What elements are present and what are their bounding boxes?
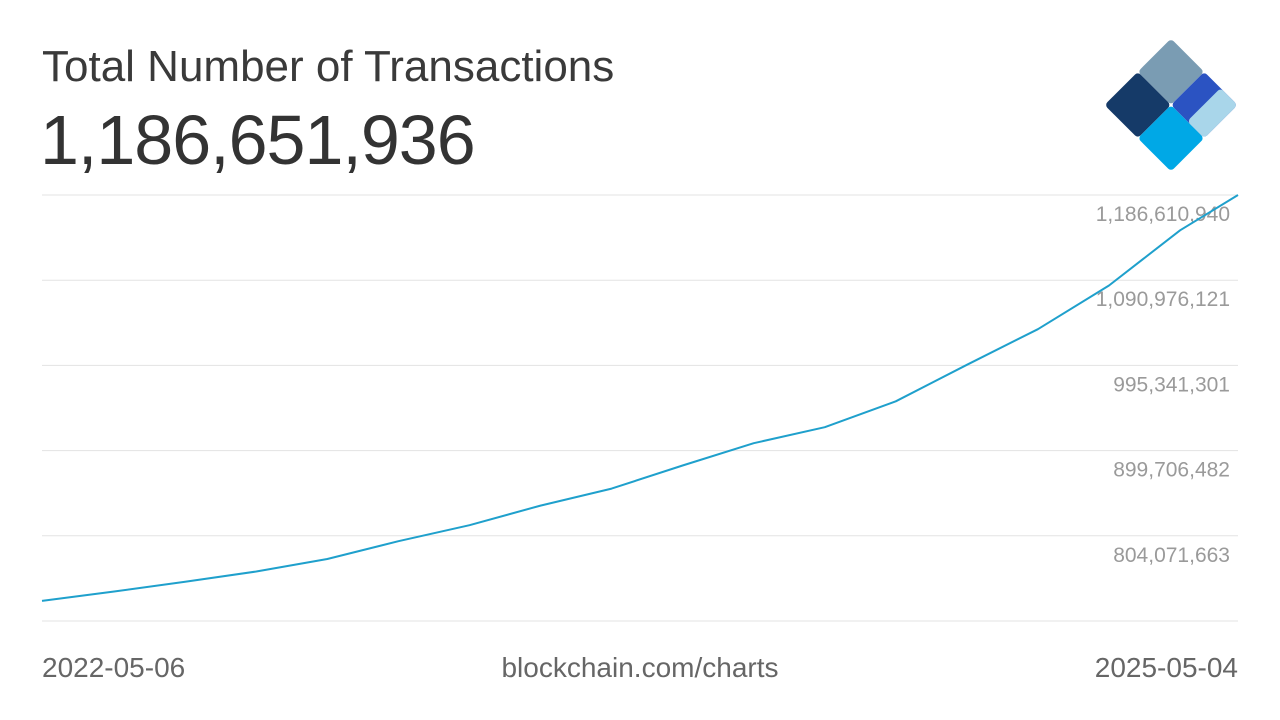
y-tick-label-4: 804,071,663 bbox=[1113, 544, 1230, 567]
y-tick-label-2: 995,341,301 bbox=[1113, 373, 1230, 396]
series-lines bbox=[41, 194, 1239, 602]
source-label: blockchain.com/charts bbox=[501, 652, 779, 683]
y-tick-label-3: 899,706,482 bbox=[1113, 459, 1230, 482]
headline-value: 1,186,651,936 bbox=[40, 101, 476, 179]
series-line-0 bbox=[41, 194, 1239, 602]
y-tick-label-1: 1,090,976,121 bbox=[1096, 288, 1230, 311]
y-axis-labels: 1,186,610,940 1,090,976,121 995,341,301 899… bbox=[1096, 203, 1230, 567]
x-axis-start-label: 2022-05-06 bbox=[42, 652, 186, 683]
blockchain-diamond-logo-icon bbox=[1106, 40, 1236, 170]
chart-title: Total Number of Transactions bbox=[42, 42, 615, 91]
gridlines bbox=[42, 194, 1238, 622]
y-tick-label-0: 1,186,610,940 bbox=[1096, 203, 1230, 226]
x-axis-end-label: 2025-05-04 bbox=[1094, 652, 1238, 683]
